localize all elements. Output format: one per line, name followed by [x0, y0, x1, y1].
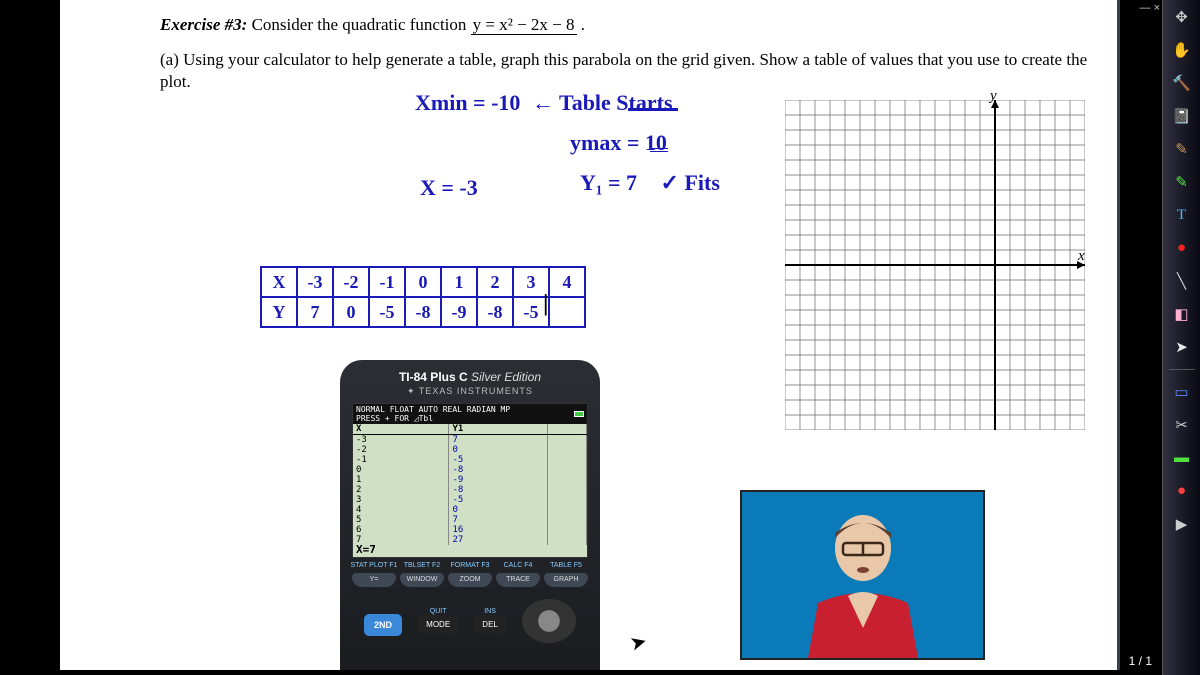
calculator: TI-84 Plus C Silver Edition ✦ TEXAS INST…	[340, 360, 600, 670]
key-2nd[interactable]: 2ND	[364, 614, 402, 636]
eraser-icon[interactable]: ◧	[1171, 303, 1193, 325]
softkey-trace[interactable]: TRACE	[496, 573, 540, 587]
calc-screen: NORMAL FLOAT AUTO REAL RADIAN MP PRESS +…	[352, 403, 588, 558]
calc-softkeys: Y= WINDOW ZOOM TRACE GRAPH	[350, 573, 590, 587]
calc-fnlabels: STAT PLOT F1 TBLSET F2 FORMAT F3 CALC F4…	[350, 562, 590, 569]
annotation-toolbar: ✥ ✋ 🔨 📓 ✎ ✎ T ● ╲ ◧ ➤ ▭ ✂ ▬ ● ▶	[1162, 0, 1200, 675]
hammer-icon[interactable]: 🔨	[1171, 72, 1193, 94]
book-icon[interactable]: 📓	[1171, 105, 1193, 127]
screen-icon[interactable]: ▭	[1171, 381, 1193, 403]
x-axis-label: x	[1078, 248, 1085, 265]
hand-icon[interactable]: ✋	[1171, 39, 1193, 61]
line-icon[interactable]: ╲	[1171, 270, 1193, 292]
calc-brand: ✦ TEXAS INSTRUMENTS	[340, 386, 600, 397]
exercise-prompt: Consider the quadratic function	[252, 15, 471, 34]
softkey-y[interactable]: Y=	[352, 573, 396, 587]
move-icon[interactable]: ✥	[1171, 6, 1193, 28]
stamp-icon[interactable]: ▬	[1171, 447, 1193, 469]
record-icon[interactable]: ●	[1171, 480, 1193, 502]
highlighter-icon[interactable]: ✎	[1171, 171, 1193, 193]
hand-ymax: ymax = 10	[570, 130, 667, 156]
key-del[interactable]: DEL	[474, 615, 506, 634]
pencil-icon[interactable]: ✎	[1171, 138, 1193, 160]
key-mode[interactable]: MODE	[418, 615, 458, 634]
softkey-zoom[interactable]: ZOOM	[448, 573, 492, 587]
page-counter: 1 / 1	[1125, 653, 1156, 669]
hand-y1: Y₁ = 7 ✓ Fits	[580, 170, 720, 196]
exercise-part-a: (a) Using your calculator to help genera…	[160, 49, 1110, 93]
text-icon[interactable]: T	[1171, 204, 1193, 226]
exercise-equation: y = x² − 2x − 8	[471, 15, 577, 35]
exercise-line: Exercise #3: Consider the quadratic func…	[160, 15, 1110, 35]
softkey-graph[interactable]: GRAPH	[544, 573, 588, 587]
cursor-icon: ➤	[627, 628, 650, 656]
insert-cursor-icon: ▏	[545, 295, 559, 316]
webcam-overlay	[740, 490, 985, 660]
exercise-label: Exercise #3:	[160, 15, 247, 34]
window-controls[interactable]: — ×	[1140, 2, 1160, 14]
shape-icon[interactable]: ●	[1171, 237, 1193, 259]
hand-xeq: X = -3	[420, 175, 478, 201]
y-axis-label: y	[990, 88, 997, 105]
calc-title: TI-84 Plus C Silver Edition	[340, 360, 600, 384]
page-content: Exercise #3: Consider the quadratic func…	[160, 15, 1110, 93]
cut-icon[interactable]: ✂	[1171, 414, 1193, 436]
calc-table: XY1 -37-20-1-50-81-92-83-54057616727	[353, 424, 587, 545]
hand-xmin: Xmin = -10 ← Table Starts	[415, 90, 673, 116]
calc-status: X=7	[356, 543, 376, 556]
softkey-window[interactable]: WINDOW	[400, 573, 444, 587]
battery-icon	[574, 411, 584, 417]
dpad[interactable]	[522, 599, 576, 643]
whiteboard-stage: Exercise #3: Consider the quadratic func…	[60, 0, 1120, 670]
coordinate-grid	[785, 100, 1085, 430]
value-table: X -3-2 -10 12 34 Y 70 -5-8 -9-8 -5	[260, 266, 586, 328]
pointer-icon[interactable]: ➤	[1171, 336, 1193, 358]
presenter-icon	[788, 488, 938, 658]
play-icon[interactable]: ▶	[1171, 513, 1193, 535]
